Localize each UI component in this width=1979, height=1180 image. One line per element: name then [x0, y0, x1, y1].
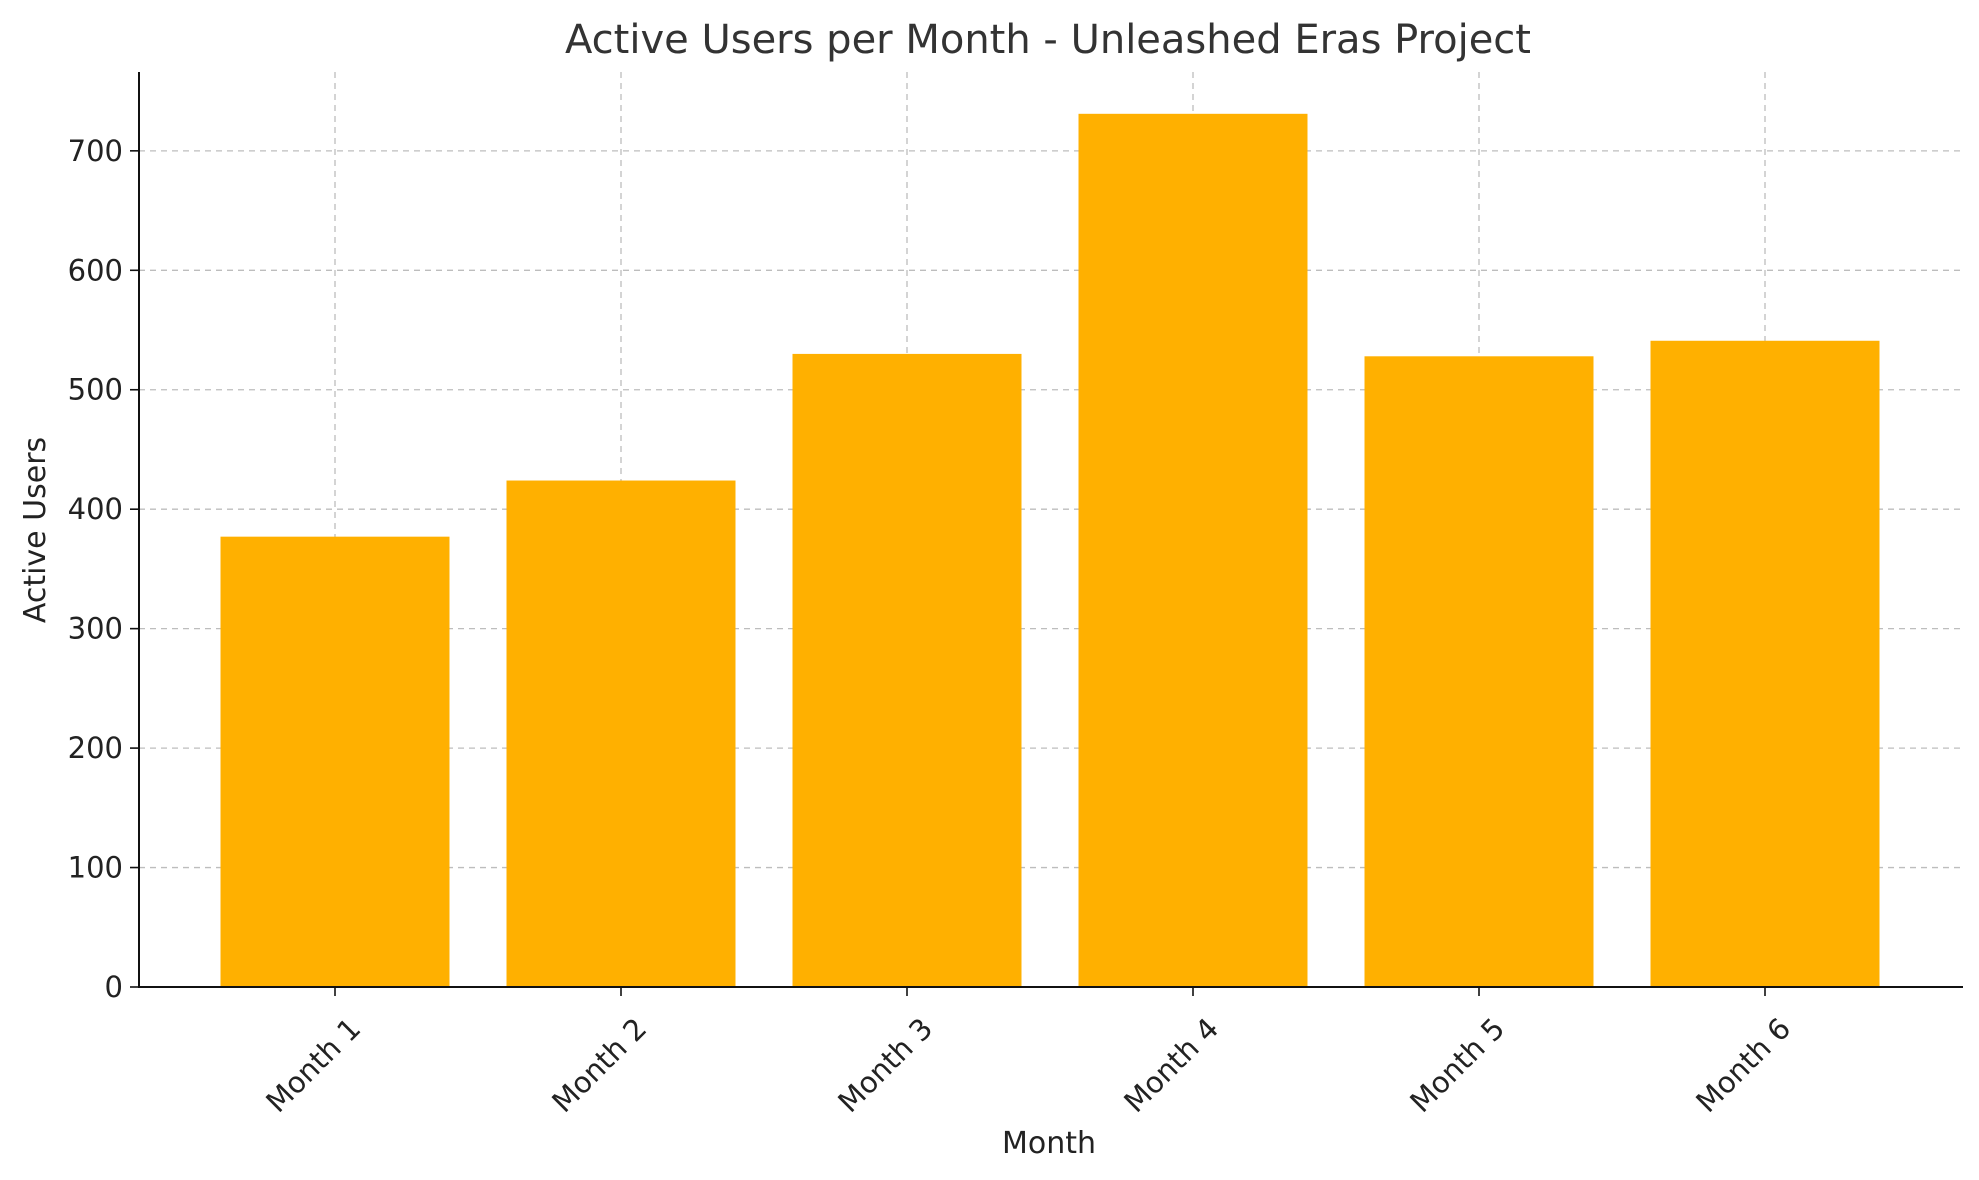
y-tick-label: 400	[68, 492, 123, 526]
y-axis-ticks: 0 100 200 300 400 500 600 700	[68, 134, 139, 1004]
x-tick-label: Month 1	[259, 1011, 367, 1119]
bar-2	[506, 480, 736, 987]
y-axis-label: Active Users	[18, 437, 53, 623]
bar-1	[220, 536, 450, 987]
y-tick-label: 200	[68, 731, 123, 765]
y-tick-label: 700	[68, 134, 123, 168]
bar-3	[792, 353, 1022, 987]
bar-4	[1078, 113, 1308, 987]
y-tick-label: 100	[68, 851, 123, 885]
x-tick-label: Month 2	[545, 1011, 653, 1119]
bars	[220, 113, 1880, 987]
y-tick-label: 500	[68, 373, 123, 407]
bar-6	[1650, 340, 1880, 987]
y-tick-label: 600	[68, 253, 123, 287]
chart-title: Active Users per Month - Unleashed Eras …	[565, 17, 1531, 63]
x-tick-label: Month 5	[1403, 1011, 1511, 1119]
y-tick-label: 0	[105, 970, 123, 1004]
x-axis-ticks: Month 1 Month 2 Month 3 Month 4 Month 5 Month…	[259, 987, 1797, 1119]
x-tick-label: Month 4	[1117, 1011, 1225, 1119]
x-tick-label: Month 6	[1689, 1011, 1797, 1119]
x-tick-label: Month 3	[831, 1011, 939, 1119]
x-axis-label: Month	[1002, 1126, 1096, 1161]
y-tick-label: 300	[68, 612, 123, 646]
bar-5	[1364, 356, 1594, 987]
